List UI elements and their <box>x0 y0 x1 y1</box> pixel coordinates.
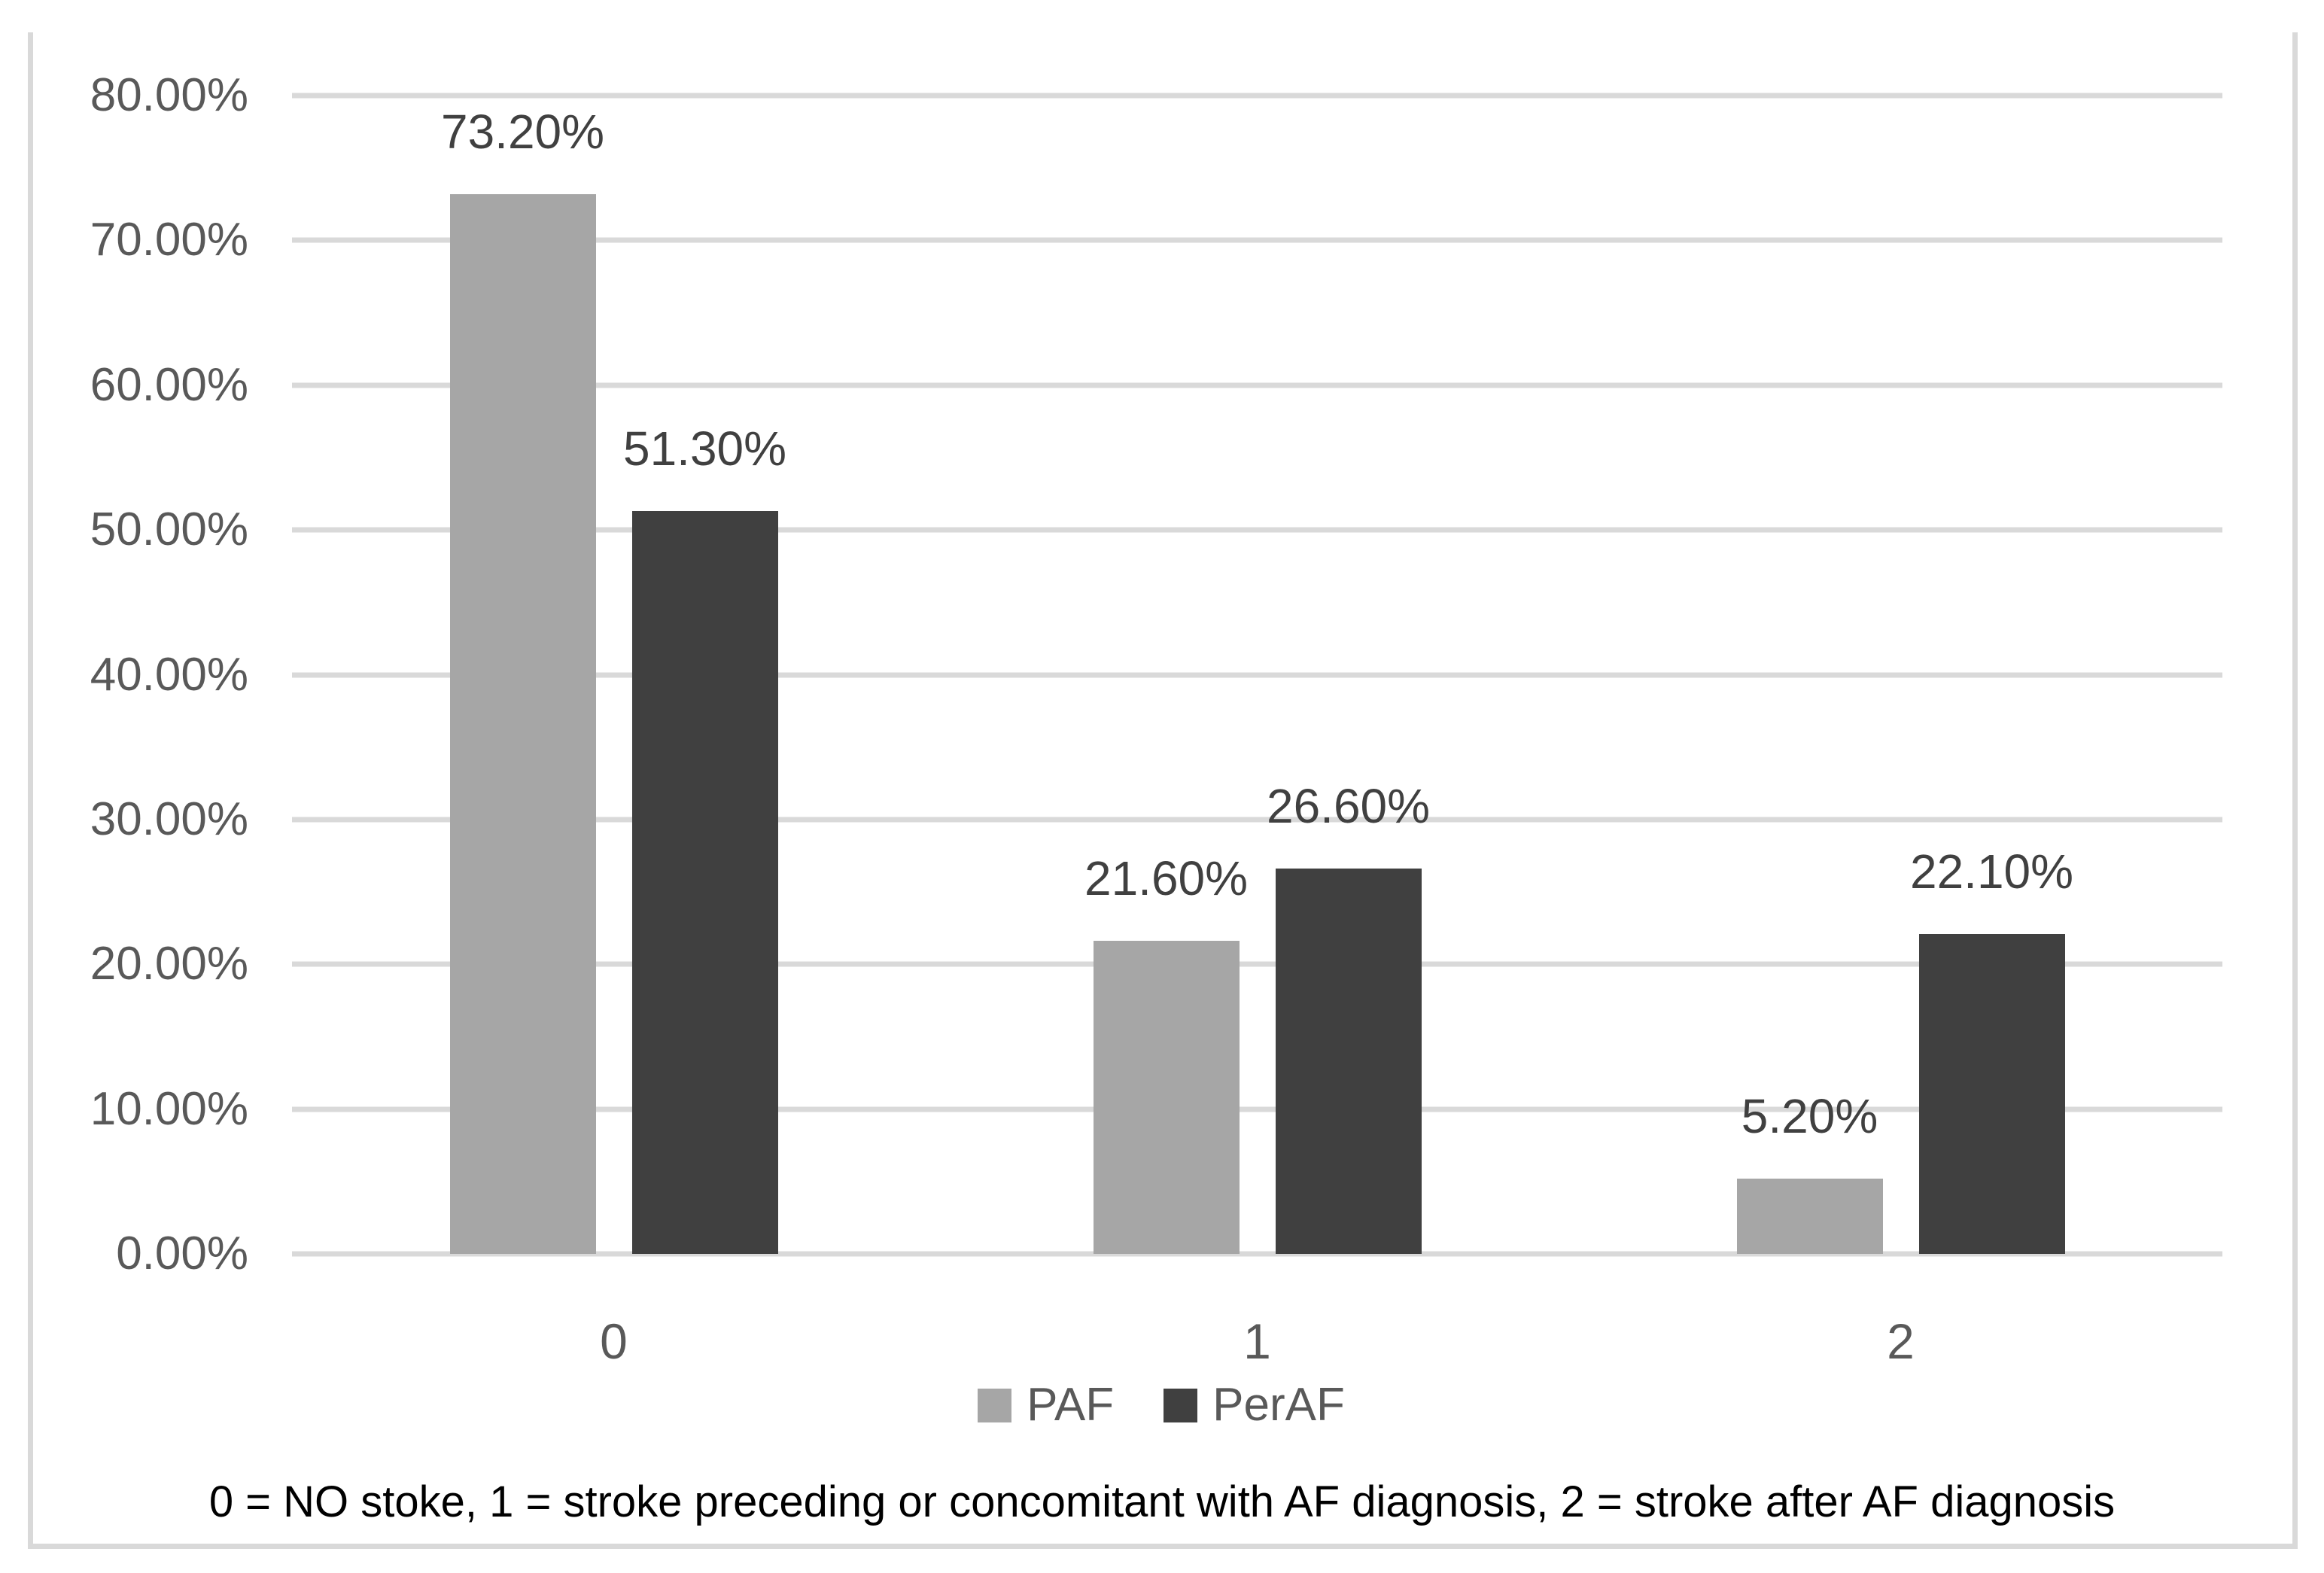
bar-paf-2 <box>1736 1178 1883 1254</box>
x-tick-label-2: 2 <box>1887 1313 1915 1369</box>
y-tick-label-20: 20.00% <box>90 938 248 990</box>
x-tick-label-0: 0 <box>600 1313 628 1369</box>
gridline-0 <box>292 1251 2222 1257</box>
plot-area: 73.20% 51.30% 0 21.60% 26.60% 1 5.20% 22.10% 2 <box>292 93 2222 1369</box>
y-tick-label-0: 0.00% <box>116 1228 248 1279</box>
bar-paf-0 <box>449 193 596 1254</box>
x-tick-label-1: 1 <box>1243 1313 1271 1369</box>
y-tick-label-10: 10.00% <box>90 1082 248 1135</box>
legend-label-peraf: PerAF <box>1212 1379 1345 1431</box>
gridline-40 <box>292 672 2222 677</box>
y-tick-label-30: 30.00% <box>90 793 248 845</box>
y-tick-label-70: 70.00% <box>90 214 248 266</box>
gridline-20 <box>292 961 2222 967</box>
legend-swatch-paf <box>978 1388 1012 1422</box>
value-label-peraf-2: 22.10% <box>1909 844 2074 899</box>
legend-item-peraf: PerAF <box>1164 1382 1345 1428</box>
y-tick-label-80: 80.00% <box>90 69 248 121</box>
bar-peraf-2 <box>1918 933 2065 1254</box>
legend-item-paf: PAF <box>978 1382 1114 1428</box>
caption: 0 = NO stoke, 1 = stroke preceding or co… <box>208 1477 2116 1526</box>
value-label-peraf-1: 26.60% <box>1266 779 1431 834</box>
y-tick-label-40: 40.00% <box>90 648 248 701</box>
gridline-80 <box>292 93 2222 99</box>
gridline-60 <box>292 382 2222 388</box>
value-label-paf-0: 73.20% <box>440 104 605 159</box>
chart-frame <box>28 32 2298 1549</box>
legend: PAF PerAF <box>30 1382 2292 1428</box>
gridline-10 <box>292 1106 2222 1112</box>
bar-peraf-0 <box>631 511 778 1254</box>
value-label-paf-1: 21.60% <box>1084 851 1249 906</box>
y-tick-label-50: 50.00% <box>90 504 248 556</box>
gridline-70 <box>292 237 2222 243</box>
value-label-peraf-0: 51.30% <box>622 421 787 476</box>
y-tick-label-60: 60.00% <box>90 358 248 411</box>
legend-swatch-peraf <box>1164 1388 1198 1422</box>
bar-peraf-1 <box>1275 869 1422 1254</box>
gridline-50 <box>292 527 2222 533</box>
value-label-paf-2: 5.20% <box>1741 1088 1878 1143</box>
legend-label-paf: PAF <box>1027 1379 1115 1431</box>
bar-paf-1 <box>1093 941 1240 1254</box>
gridline-30 <box>292 817 2222 823</box>
